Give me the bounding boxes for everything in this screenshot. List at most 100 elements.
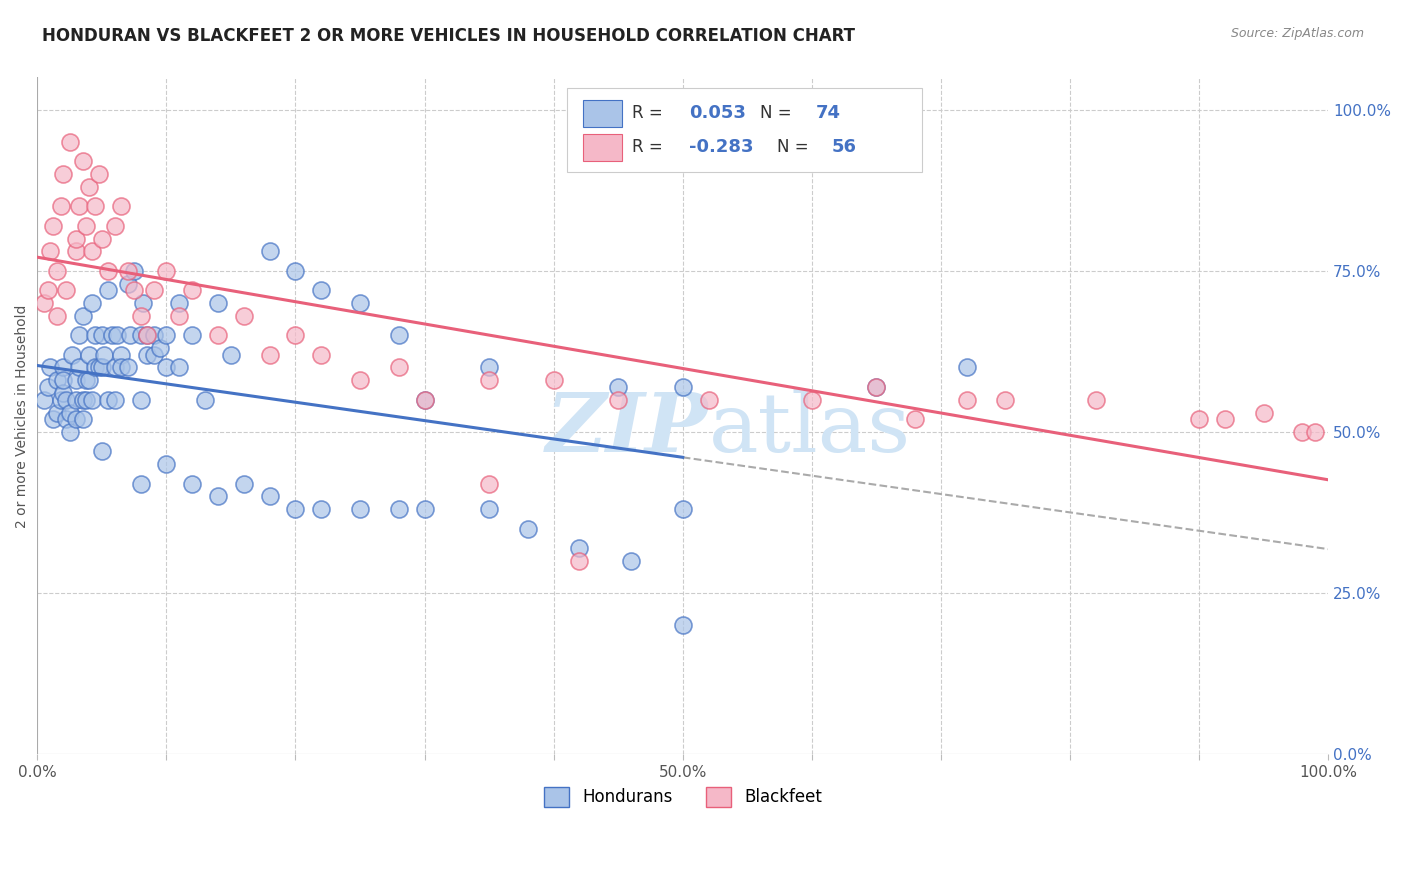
Point — [122, 283, 145, 297]
Point — [65, 412, 87, 426]
Point — [72, 154, 94, 169]
Point — [104, 219, 127, 233]
Point — [568, 541, 591, 555]
Point — [672, 618, 695, 632]
Text: N =: N = — [778, 138, 808, 156]
Point — [60, 348, 83, 362]
Point — [65, 231, 87, 245]
Point — [155, 360, 177, 375]
Point — [59, 135, 82, 149]
Point — [97, 392, 120, 407]
Point — [52, 360, 75, 375]
Point — [90, 360, 112, 375]
Point — [607, 392, 630, 407]
Point — [478, 373, 501, 387]
Point — [697, 392, 720, 407]
Point — [37, 380, 59, 394]
Point — [1291, 425, 1313, 439]
Point — [110, 360, 132, 375]
Point — [110, 348, 132, 362]
Text: R =: R = — [633, 104, 664, 122]
Point — [89, 167, 111, 181]
Point — [120, 328, 142, 343]
Point — [219, 348, 242, 362]
Point — [181, 476, 204, 491]
Point — [1213, 412, 1236, 426]
Point — [59, 406, 82, 420]
Point — [89, 360, 111, 375]
Point — [207, 328, 229, 343]
Point — [59, 425, 82, 439]
Point — [67, 360, 90, 375]
Text: HONDURAN VS BLACKFEET 2 OR MORE VEHICLES IN HOUSEHOLD CORRELATION CHART: HONDURAN VS BLACKFEET 2 OR MORE VEHICLES… — [42, 27, 855, 45]
Point — [129, 328, 152, 343]
Point — [32, 392, 55, 407]
Point — [129, 309, 152, 323]
Point — [136, 348, 159, 362]
Point — [672, 380, 695, 394]
Y-axis label: 2 or more Vehicles in Household: 2 or more Vehicles in Household — [15, 304, 30, 527]
Point — [349, 373, 371, 387]
Point — [388, 328, 411, 343]
Point — [259, 489, 281, 503]
Point — [1303, 425, 1326, 439]
Point — [90, 444, 112, 458]
Point — [90, 231, 112, 245]
Point — [75, 392, 97, 407]
Point — [311, 283, 333, 297]
Point — [349, 296, 371, 310]
Point — [90, 328, 112, 343]
Point — [136, 328, 159, 343]
Point — [478, 476, 501, 491]
Point — [45, 406, 67, 420]
Point — [543, 373, 565, 387]
Point — [65, 373, 87, 387]
Point — [97, 264, 120, 278]
FancyBboxPatch shape — [567, 87, 921, 172]
Point — [129, 476, 152, 491]
Point — [800, 392, 823, 407]
Point — [284, 328, 307, 343]
Point — [67, 199, 90, 213]
Point — [52, 167, 75, 181]
Point — [259, 244, 281, 259]
Point — [52, 373, 75, 387]
Point — [181, 283, 204, 297]
Point — [516, 522, 538, 536]
Point — [72, 309, 94, 323]
Point — [142, 328, 165, 343]
Point — [155, 264, 177, 278]
Point — [93, 348, 115, 362]
Point — [42, 412, 65, 426]
Point — [1253, 406, 1275, 420]
Text: 0.053: 0.053 — [689, 104, 747, 122]
Point — [84, 199, 107, 213]
Point — [67, 328, 90, 343]
Point — [39, 244, 62, 259]
Point — [49, 392, 72, 407]
Point — [84, 360, 107, 375]
Point — [169, 309, 191, 323]
Point — [388, 502, 411, 516]
Point — [994, 392, 1017, 407]
Point — [65, 392, 87, 407]
Legend: Hondurans, Blackfeet: Hondurans, Blackfeet — [537, 780, 828, 814]
Point — [72, 392, 94, 407]
Point — [52, 386, 75, 401]
Point — [105, 328, 128, 343]
Point — [142, 283, 165, 297]
Point — [607, 380, 630, 394]
Point — [129, 392, 152, 407]
Point — [117, 264, 139, 278]
Point — [194, 392, 217, 407]
Text: -0.283: -0.283 — [689, 138, 754, 156]
FancyBboxPatch shape — [583, 134, 621, 161]
Point — [117, 360, 139, 375]
Point — [49, 199, 72, 213]
Point — [45, 373, 67, 387]
Point — [478, 502, 501, 516]
Point — [45, 309, 67, 323]
Point — [311, 348, 333, 362]
Point — [75, 373, 97, 387]
Point — [956, 360, 979, 375]
